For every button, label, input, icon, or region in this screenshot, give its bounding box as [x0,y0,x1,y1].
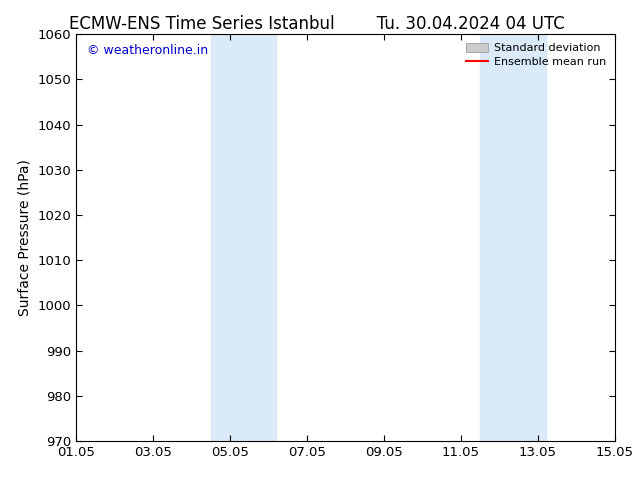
Y-axis label: Surface Pressure (hPa): Surface Pressure (hPa) [18,159,32,316]
Bar [210,34,276,441]
Legend: Standard deviation, Ensemble mean run: Standard deviation, Ensemble mean run [463,40,609,70]
Text: © weatheronline.in: © weatheronline.in [87,45,208,57]
Bar [480,34,546,441]
Text: ECMW-ENS Time Series Istanbul        Tu. 30.04.2024 04 UTC: ECMW-ENS Time Series Istanbul Tu. 30.04.… [69,15,565,33]
